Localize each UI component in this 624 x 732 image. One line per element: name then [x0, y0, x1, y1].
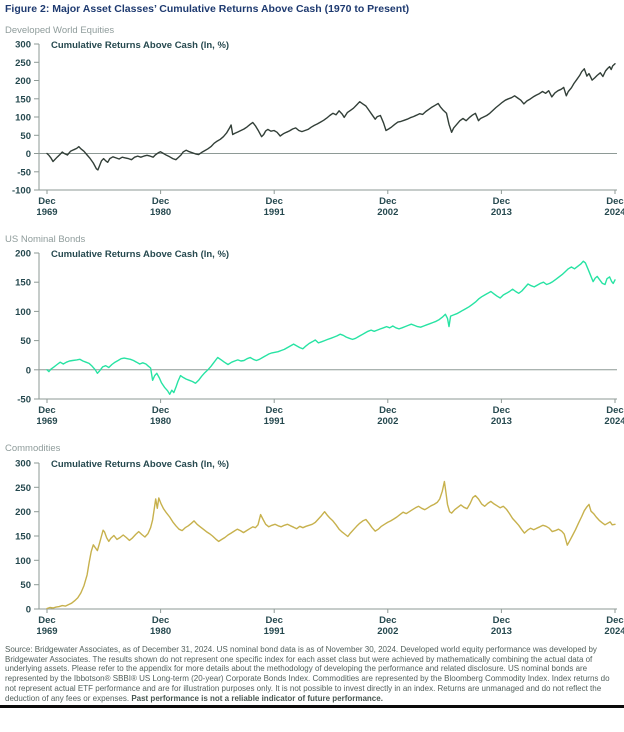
x-tick-label-month: Dec	[379, 196, 396, 207]
series-line	[46, 260, 616, 396]
x-tick-label-year: 1991	[264, 416, 286, 427]
commodities-chart-canvas: 300250200150100500Dec1969Dec1980Dec1991D…	[15, 458, 624, 637]
figure-title: Figure 2: Major Asset Classes’ Cumulativ…	[5, 3, 410, 15]
x-tick-label-year: 2024	[604, 416, 624, 427]
x-tick-label-year: 1980	[150, 626, 171, 637]
y-tick-label: -50	[17, 167, 31, 178]
x-tick-label-month: Dec	[606, 196, 623, 207]
y-tick-label: 50	[20, 580, 31, 591]
x-tick-label-year: 1969	[36, 626, 57, 637]
x-tick-label-year: 2002	[377, 207, 398, 218]
source-footnote: Source: Bridgewater Associates, as of De…	[5, 645, 618, 706]
y-tick-label: 0	[26, 366, 31, 377]
y-tick-label: 300	[15, 39, 31, 50]
x-tick-label-month: Dec	[606, 615, 623, 626]
series-line	[46, 62, 616, 171]
series-line	[46, 480, 616, 609]
equities-chart-canvas: 300250200150100500-50-100Dec1969Dec1980D…	[12, 39, 624, 218]
chart-section-commodities: Commodities 300 250 200 150 100 50 0 Dec 1969 Dec…	[5, 443, 624, 638]
x-tick-label-month: Dec	[152, 405, 169, 416]
chart-subtitle: US Nominal Bonds	[5, 233, 86, 245]
x-tick-label-year: 2013	[491, 626, 512, 637]
y-tick-label: 50	[20, 131, 31, 142]
x-tick-label-year: 1969	[36, 207, 57, 218]
y-tick-label: 150	[15, 94, 31, 105]
x-tick-label-month: Dec	[379, 405, 396, 416]
x-tick-label-month: Dec	[152, 196, 169, 207]
chart-subtitle: Commodities	[5, 443, 61, 455]
x-tick-label-month: Dec	[493, 196, 510, 207]
y-tick-label: 0	[26, 149, 31, 160]
y-tick-label: 100	[15, 112, 31, 123]
x-tick-label-year: 2024	[604, 626, 624, 637]
x-tick-label-year: 2024	[604, 207, 624, 218]
x-tick-label-year: 1980	[150, 416, 171, 427]
x-tick-label-year: 1991	[264, 626, 286, 637]
y-tick-label: 100	[15, 556, 31, 567]
y-tick-label: 200	[15, 76, 31, 87]
chart-section-developed-world-equities: Developed World Equities 300 250 200 150 100…	[5, 24, 624, 220]
x-tick-label-month: Dec	[606, 405, 623, 416]
x-tick-label-year: 2013	[491, 207, 512, 218]
y-tick-label: 250	[15, 58, 31, 69]
y-tick-label: 50	[20, 336, 31, 347]
axis-title: Cumulative Returns Above Cash (ln, %)	[51, 459, 229, 470]
y-tick-label: 200	[15, 249, 31, 260]
x-tick-label-year: 2002	[377, 416, 398, 427]
x-tick-label-month: Dec	[38, 196, 55, 207]
x-tick-label-month: Dec	[38, 405, 55, 416]
y-tick-label: -50	[17, 395, 31, 406]
x-tick-label-year: 2013	[491, 416, 512, 427]
y-tick-label: 100	[15, 307, 31, 318]
y-tick-label: 0	[26, 604, 31, 615]
x-tick-label-year: 1991	[264, 207, 286, 218]
chart-subtitle: Developed World Equities	[5, 24, 115, 36]
bonds-chart-canvas: 200150100500-50Dec1969Dec1980Dec1991Dec2…	[15, 249, 624, 428]
x-tick-label-month: Dec	[152, 615, 169, 626]
x-tick-label-month: Dec	[265, 196, 282, 207]
y-tick-label: 250	[15, 483, 31, 494]
x-tick-label-year: 1980	[150, 207, 171, 218]
x-tick-label-month: Dec	[38, 615, 55, 626]
axis-title: Cumulative Returns Above Cash (ln, %)	[51, 40, 229, 51]
chart-section-us-nominal-bonds: US Nominal Bonds 200 150 100 50 0 -50 Dec 1969 D…	[5, 233, 624, 429]
y-tick-label: 150	[15, 278, 31, 289]
x-tick-label-year: 2002	[377, 626, 398, 637]
y-tick-label: 150	[15, 531, 31, 542]
axis-title: Cumulative Returns Above Cash (ln, %)	[51, 249, 229, 260]
x-tick-label-year: 1969	[36, 416, 57, 427]
x-tick-label-month: Dec	[265, 615, 282, 626]
x-tick-label-month: Dec	[379, 615, 396, 626]
y-tick-label: -100	[12, 185, 31, 196]
y-tick-label: 300	[15, 458, 31, 469]
y-tick-label: 200	[15, 507, 31, 518]
x-tick-label-month: Dec	[493, 405, 510, 416]
figure-page: Figure 2: Major Asset Classes’ Cumulativ…	[0, 3, 624, 709]
x-tick-label-month: Dec	[493, 615, 510, 626]
footnote-bold-text: Past performance is not a reliable indic…	[131, 693, 383, 703]
x-tick-label-month: Dec	[265, 405, 282, 416]
footnote-text: Source: Bridgewater Associates, as of De…	[5, 644, 610, 703]
